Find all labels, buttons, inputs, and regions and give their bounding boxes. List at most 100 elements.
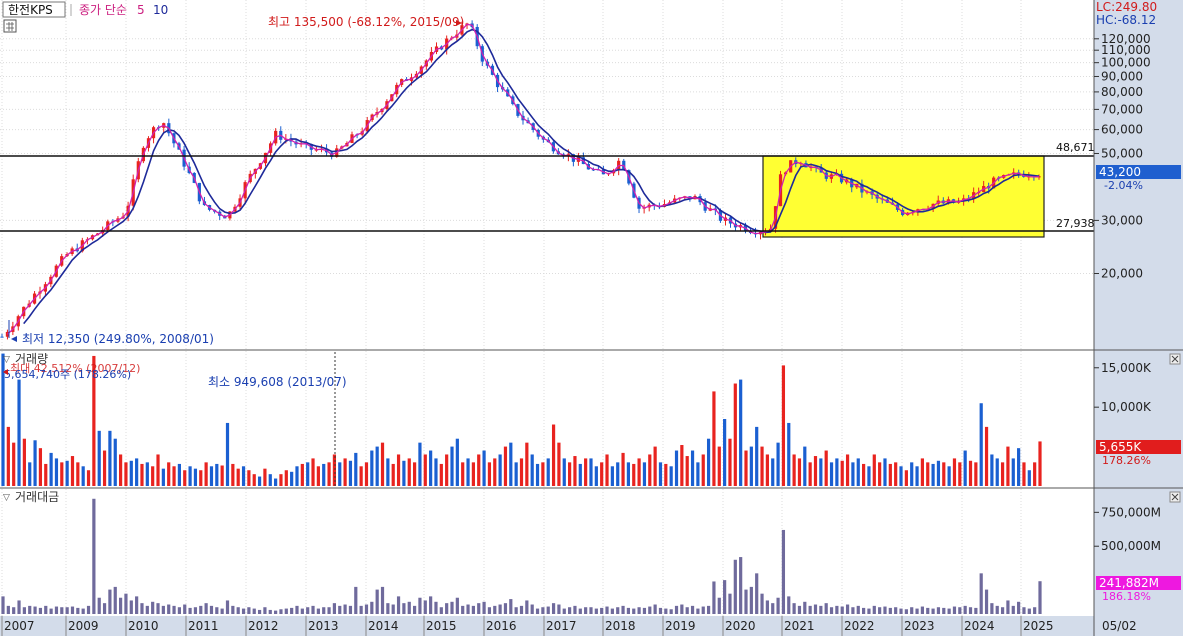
volume-max-overlap: 최대 42,512% (2007/12) bbox=[10, 362, 140, 375]
volume-bar bbox=[872, 454, 876, 486]
grid-toggle-icon[interactable] bbox=[3, 19, 17, 33]
volume-bar bbox=[322, 463, 326, 486]
amount-bar bbox=[642, 607, 647, 614]
amount-bar bbox=[1000, 607, 1005, 614]
volume-bar bbox=[765, 454, 769, 486]
price-tick-label: 60,000 bbox=[1101, 123, 1143, 137]
x-axis-label: 2007 bbox=[4, 619, 35, 633]
amount-bar bbox=[38, 607, 43, 614]
amount-bar bbox=[610, 608, 614, 614]
amount-bar bbox=[391, 604, 395, 614]
volume-bar bbox=[135, 458, 139, 486]
amount-bar bbox=[6, 605, 10, 614]
min-price-annotation: 최저 12,350 (249.80%, 2008/01) bbox=[22, 332, 214, 346]
amount-bar bbox=[76, 607, 80, 614]
volume-bar bbox=[717, 446, 721, 486]
volume-bar bbox=[252, 474, 256, 486]
amount-bar bbox=[332, 603, 337, 614]
amount-bar bbox=[503, 603, 508, 614]
ma-period-10: 10 bbox=[153, 3, 168, 17]
volume-bar bbox=[530, 454, 534, 486]
volume-bar bbox=[124, 462, 128, 486]
amount-bar bbox=[92, 498, 96, 614]
volume-bar bbox=[220, 465, 224, 486]
amount-bar bbox=[680, 604, 684, 614]
volume-bar bbox=[268, 474, 272, 486]
volume-collapse-icon[interactable]: ▽ bbox=[3, 355, 10, 365]
stock-name: 한전KPS bbox=[8, 3, 53, 17]
price-tick-label: 120,000 bbox=[1101, 32, 1151, 46]
volume-bar bbox=[974, 462, 978, 486]
amount-bar bbox=[535, 608, 540, 614]
amount-bar bbox=[621, 605, 625, 614]
volume-bar bbox=[6, 426, 10, 486]
amount-bar bbox=[878, 607, 882, 614]
amount-bar bbox=[199, 605, 203, 614]
price-tick-label: 80,000 bbox=[1101, 85, 1143, 99]
amount-bar bbox=[728, 593, 732, 614]
amount-bar bbox=[578, 608, 582, 614]
volume-bar bbox=[803, 446, 807, 486]
volume-bar bbox=[525, 442, 529, 486]
volume-bar bbox=[455, 438, 459, 486]
volume-bar bbox=[840, 460, 844, 486]
amount-bar bbox=[760, 593, 764, 614]
amount-bar bbox=[156, 603, 160, 614]
price-tick-label: 100,000 bbox=[1101, 56, 1151, 70]
amount-bar bbox=[819, 605, 823, 614]
current-price-badge bbox=[1096, 165, 1181, 179]
volume-bar bbox=[535, 463, 540, 486]
amount-bar bbox=[674, 605, 679, 614]
amount-bar bbox=[135, 596, 139, 614]
amount-bar bbox=[215, 607, 219, 614]
volume-bar bbox=[915, 466, 919, 486]
volume-bar bbox=[445, 454, 449, 486]
volume-bar bbox=[412, 462, 417, 486]
volume-bar bbox=[787, 422, 791, 486]
amount-bar bbox=[204, 603, 208, 614]
volume-bar bbox=[1011, 458, 1015, 486]
amount-bar bbox=[733, 559, 737, 614]
volume-bar bbox=[760, 446, 764, 486]
price-tick-label: 90,000 bbox=[1101, 69, 1143, 83]
date-label: 05/02 bbox=[1102, 619, 1137, 633]
volume-bar bbox=[813, 456, 818, 486]
amount-bar bbox=[717, 597, 721, 614]
volume-bar bbox=[81, 466, 85, 486]
volume-bar bbox=[968, 460, 973, 486]
volume-bar bbox=[653, 446, 657, 486]
amount-bar bbox=[471, 605, 475, 614]
amount-bar bbox=[247, 607, 251, 614]
amount-bar bbox=[584, 607, 588, 614]
amount-collapse-icon[interactable]: ▽ bbox=[3, 493, 10, 503]
volume-bar bbox=[193, 468, 198, 486]
volume-bar bbox=[370, 450, 374, 486]
amount-title: 거래대금 bbox=[15, 490, 59, 504]
amount-bar bbox=[60, 607, 64, 614]
price-tick-label: 30,000 bbox=[1101, 213, 1143, 227]
amount-bar bbox=[589, 607, 593, 614]
volume-bar bbox=[995, 458, 999, 486]
amount-tick-label: 750,000M bbox=[1101, 505, 1161, 519]
amount-bar bbox=[749, 586, 753, 614]
amount-bar bbox=[455, 597, 459, 614]
max-arrow-icon bbox=[456, 20, 462, 26]
volume-bar bbox=[712, 391, 716, 486]
amount-bar bbox=[113, 586, 117, 614]
volume-bar bbox=[38, 448, 43, 486]
volume-bar bbox=[316, 466, 320, 486]
volume-bar bbox=[1, 353, 5, 486]
price-candle bbox=[0, 336, 4, 338]
volume-bar bbox=[300, 463, 304, 486]
volume-bar bbox=[541, 462, 545, 486]
amount-bar bbox=[124, 593, 128, 614]
volume-bar bbox=[102, 450, 107, 486]
volume-bar bbox=[749, 446, 753, 486]
volume-bar bbox=[231, 463, 235, 486]
amount-bar bbox=[1006, 600, 1010, 614]
volume-bar bbox=[129, 460, 133, 486]
amount-bar bbox=[461, 605, 465, 614]
stock-name-box[interactable] bbox=[2, 1, 66, 18]
volume-bar bbox=[306, 462, 310, 486]
